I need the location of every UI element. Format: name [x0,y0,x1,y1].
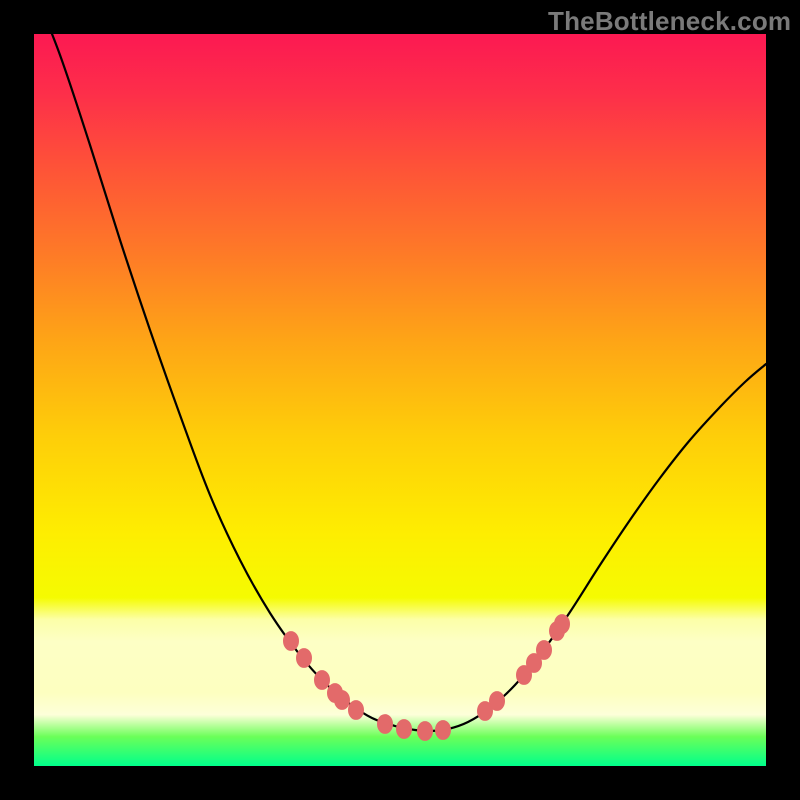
data-marker [349,701,364,720]
data-marker [555,615,570,634]
data-marker [418,722,433,741]
watermark-text: TheBottleneck.com [548,6,791,37]
data-marker [397,720,412,739]
data-marker [335,691,350,710]
chart-frame [34,34,766,766]
data-marker [284,632,299,651]
data-marker [297,649,312,668]
data-marker [537,641,552,660]
data-marker [436,721,451,740]
data-marker [490,692,505,711]
chart-svg [34,34,766,766]
chart-background [34,34,766,766]
data-marker [378,715,393,734]
data-marker [315,671,330,690]
